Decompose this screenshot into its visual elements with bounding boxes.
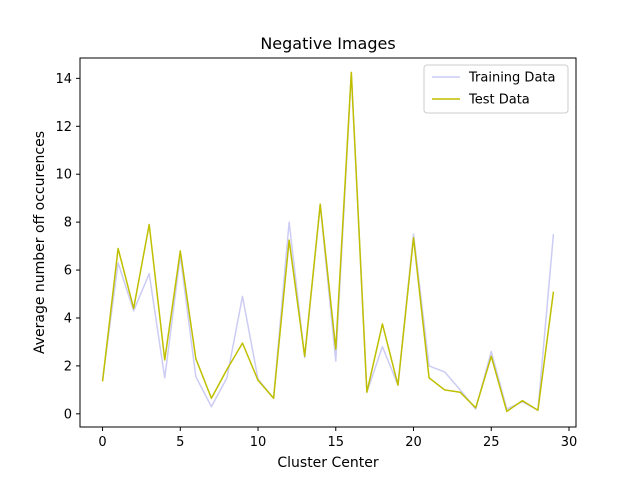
y-tick-label: 12 bbox=[55, 120, 72, 135]
legend-label-training-data: Training Data bbox=[468, 71, 555, 86]
x-axis-ticks: 0 5 10 15 20 25 30 bbox=[98, 427, 577, 450]
x-tick-label: 5 bbox=[176, 435, 184, 450]
x-axis-label: Cluster Center bbox=[277, 455, 379, 471]
y-tick-label: 0 bbox=[64, 407, 72, 422]
y-axis-label: Average number off occurences bbox=[32, 131, 48, 354]
x-tick-label: 0 bbox=[98, 435, 106, 450]
series-line-test-data bbox=[101, 71, 555, 413]
x-tick-label: 15 bbox=[328, 435, 345, 450]
y-tick-label: 8 bbox=[64, 216, 72, 231]
y-axis-ticks: 0 2 4 6 8 10 12 14 bbox=[55, 72, 80, 422]
y-tick-label: 2 bbox=[64, 359, 72, 374]
y-tick-label: 4 bbox=[64, 311, 72, 326]
x-tick-label: 25 bbox=[483, 435, 500, 450]
y-tick-label: 6 bbox=[64, 264, 72, 279]
chart-title: Negative Images bbox=[260, 34, 395, 53]
plot-lines bbox=[101, 71, 555, 413]
y-tick-label: 10 bbox=[55, 168, 72, 183]
x-tick-label: 10 bbox=[250, 435, 267, 450]
y-tick-label: 14 bbox=[55, 72, 72, 87]
legend-label-test-data: Test Data bbox=[468, 93, 530, 108]
legend: Training Data Test Data bbox=[423, 64, 569, 114]
axes-frame bbox=[79, 57, 577, 428]
x-tick-label: 20 bbox=[405, 435, 422, 450]
x-tick-label: 30 bbox=[561, 435, 578, 450]
